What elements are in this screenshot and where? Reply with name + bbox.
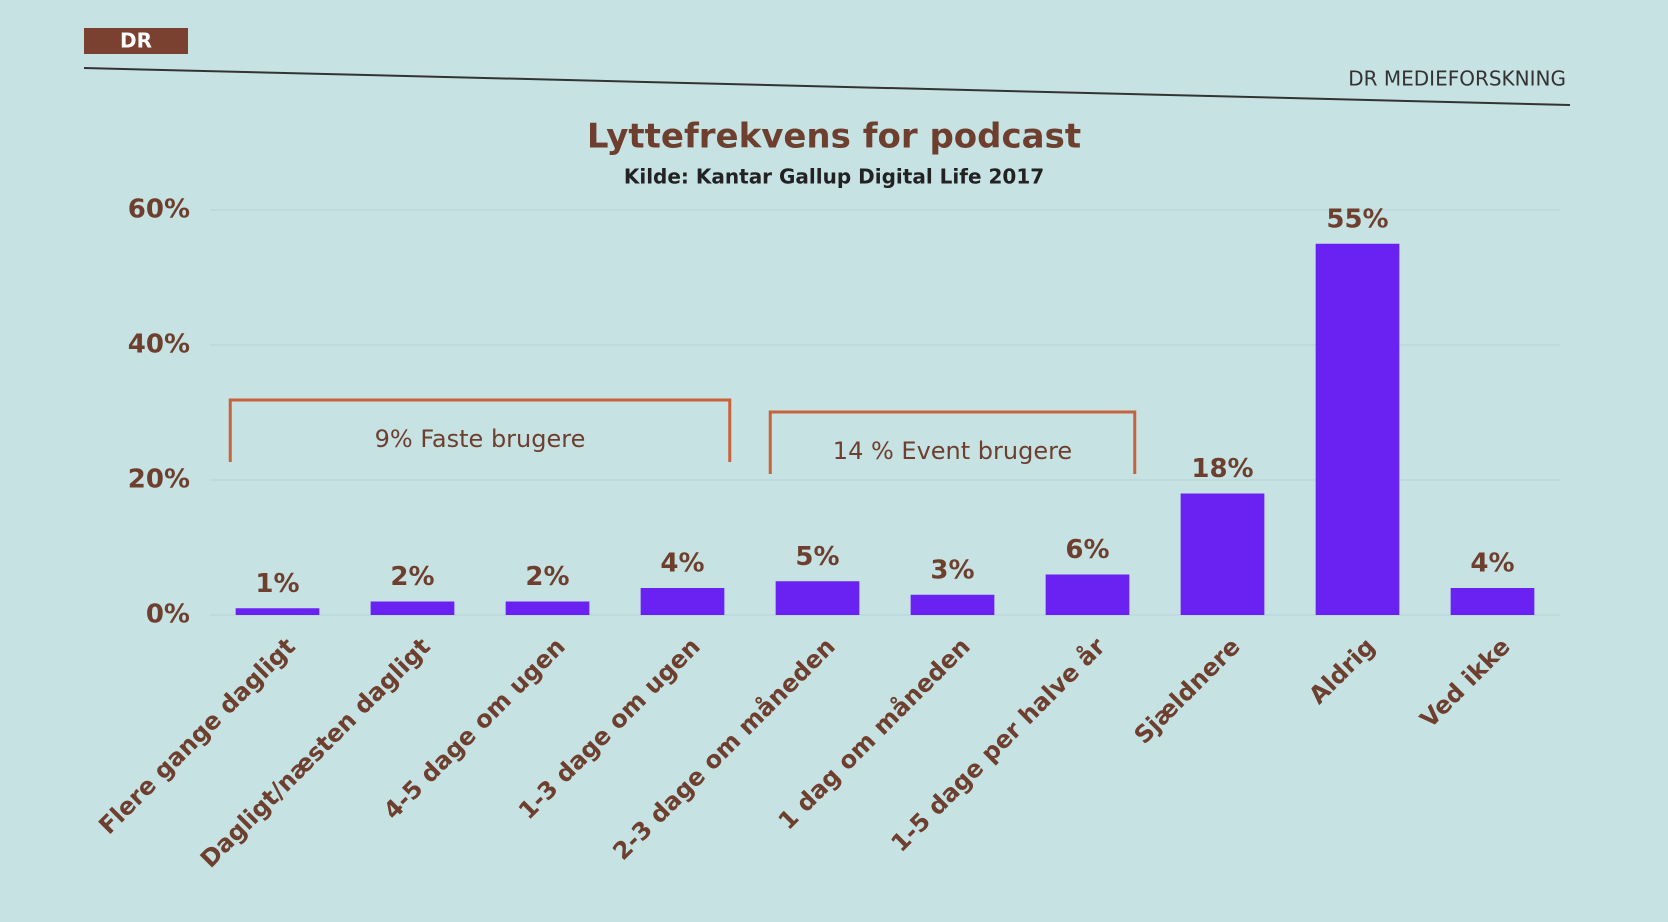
value-label: 5%	[795, 542, 839, 572]
value-label: 18%	[1191, 454, 1253, 484]
y-tick-label: 60%	[128, 195, 190, 225]
bar	[910, 594, 995, 615]
y-tick-label: 40%	[128, 330, 190, 360]
value-label: 2%	[525, 562, 569, 592]
value-label: 4%	[660, 549, 704, 579]
bar	[640, 588, 725, 615]
bar	[505, 601, 590, 615]
bracket	[228, 398, 732, 462]
bar	[235, 608, 320, 615]
header-rule	[83, 67, 1571, 106]
value-label: 1%	[255, 569, 299, 599]
value-label: 55%	[1326, 204, 1388, 234]
logo: DR	[120, 29, 152, 53]
bar	[1180, 493, 1265, 615]
annotation: 9% Faste brugere	[375, 425, 586, 453]
org-name: DR MEDIEFORSKNING	[1348, 67, 1566, 91]
logo-box	[84, 28, 188, 54]
bar	[1450, 588, 1535, 615]
y-tick-label: 0%	[146, 600, 190, 630]
value-label: 4%	[1470, 549, 1514, 579]
value-label: 2%	[390, 562, 434, 592]
chart-subtitle: Kilde: Kantar Gallup Digital Life 2017	[624, 165, 1044, 189]
value-label: 3%	[930, 555, 974, 585]
annotation: 14 % Event brugere	[833, 437, 1072, 465]
chart-title: Lyttefrekvens for podcast	[587, 117, 1081, 157]
bar	[775, 581, 860, 615]
bar	[370, 601, 455, 615]
y-tick-label: 20%	[128, 465, 190, 495]
value-label: 6%	[1065, 535, 1109, 565]
bar	[1315, 243, 1400, 615]
bar	[1045, 574, 1130, 615]
bracket	[768, 410, 1137, 474]
